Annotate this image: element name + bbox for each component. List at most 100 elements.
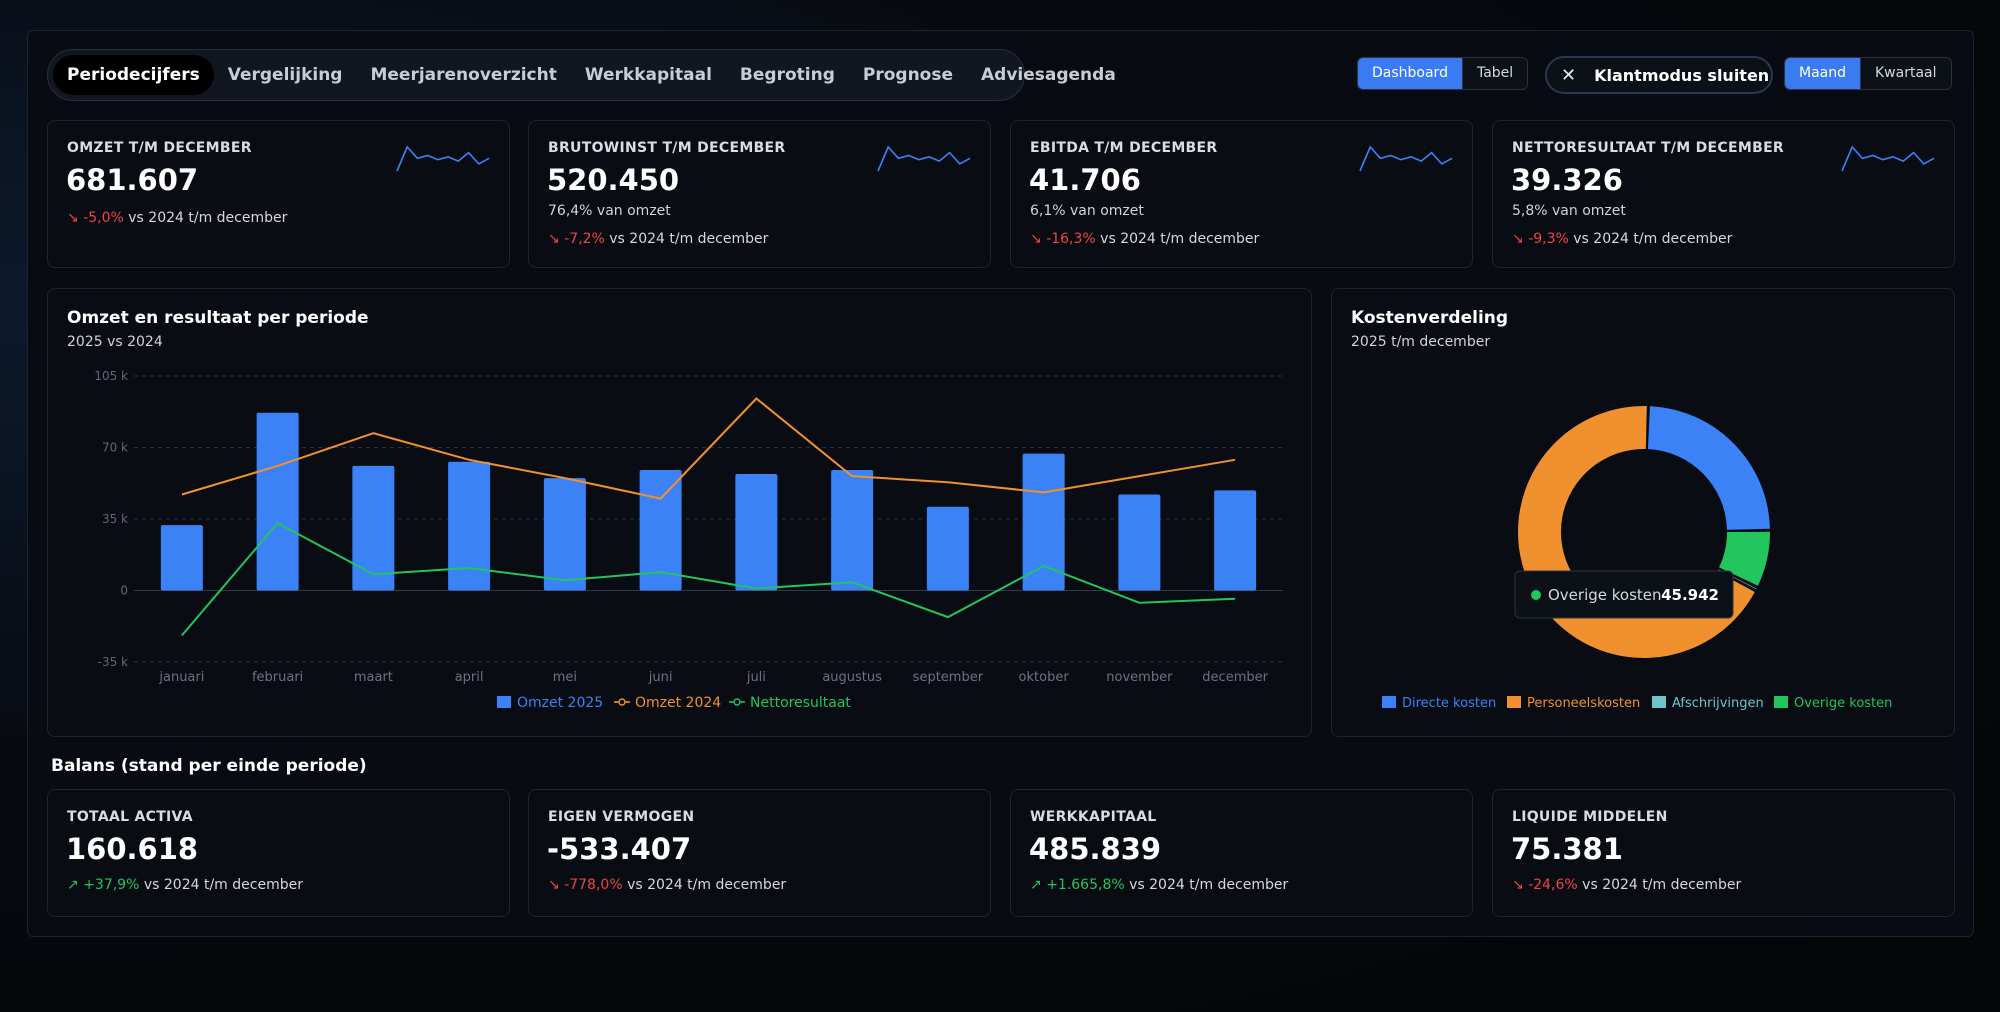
klantmodus-sluiten-button[interactable]: ✕ Klantmodus sluiten xyxy=(1545,56,1773,94)
x-tick-label: juni xyxy=(648,670,673,685)
slice-directe-kosten xyxy=(1647,406,1770,530)
kpi-title: WERKKAPITAAL xyxy=(1030,809,1157,825)
kpi-change: ↘ -16,3% vs 2024 t/m december xyxy=(1030,231,1259,247)
kpi-subtext: 5,8% van omzet xyxy=(1512,203,1626,219)
kostenverdeling-panel: Kostenverdeling 2025 t/m december Overig… xyxy=(1331,288,1955,737)
tab-meerjarenoverzicht[interactable]: Meerjarenoverzicht xyxy=(370,65,557,85)
y-tick-label: 105 k xyxy=(94,369,128,383)
legend-label-nettoresultaat: Nettoresultaat xyxy=(750,695,851,711)
bar-omzet-2025 xyxy=(1118,494,1161,591)
tabel-button[interactable]: Tabel xyxy=(1461,58,1528,89)
x-tick-label: januari xyxy=(158,670,204,685)
chart-subtitle: 2025 vs 2024 xyxy=(67,334,163,350)
legend-marker-nettoresultaat xyxy=(733,698,741,706)
tooltip-value: 45.942 xyxy=(1661,586,1719,604)
kpi-title: EIGEN VERMOGEN xyxy=(548,809,695,825)
close-icon: ✕ xyxy=(1561,64,1577,86)
kpi-change: ↘ -778,0% vs 2024 t/m december xyxy=(548,877,786,893)
legend-swatch xyxy=(1507,696,1521,708)
bar-omzet-2025 xyxy=(735,474,778,591)
bar-omzet-2025 xyxy=(160,525,203,591)
chart-subtitle: 2025 t/m december xyxy=(1351,334,1491,350)
tab-werkkapitaal[interactable]: Werkkapitaal xyxy=(584,65,712,85)
kpi-change-pct: -24,6% xyxy=(1528,877,1578,893)
kpi-title: NETTORESULTAAT T/M DECEMBER xyxy=(1512,140,1785,156)
kpi-value: 39.326 xyxy=(1511,163,1623,197)
kpi-change-pct: -16,3% xyxy=(1046,231,1096,247)
balans-card-totaal-activa: TOTAAL ACTIVA 160.618 ↗ +37,9% vs 2024 t… xyxy=(47,789,510,917)
kpi-change-pct: -5,0% xyxy=(83,210,124,226)
kpi-subtext: 76,4% van omzet xyxy=(548,203,671,219)
sparkline xyxy=(877,145,971,172)
kpi-value: 75.381 xyxy=(1511,832,1623,866)
trend-down-icon: ↘ xyxy=(1030,231,1042,247)
kpi-title: OMZET T/M DECEMBER xyxy=(67,140,252,156)
kpi-change: ↘ -7,2% vs 2024 t/m december xyxy=(548,231,768,247)
x-tick-label: december xyxy=(1202,670,1268,685)
kpi-card-ebitda: EBITDA T/M DECEMBER 41.706 6,1% van omze… xyxy=(1010,120,1473,268)
sparkline xyxy=(1359,145,1453,172)
tab-adviesagenda[interactable]: Adviesagenda xyxy=(981,65,1116,85)
x-tick-label: maart xyxy=(354,670,393,685)
kwartaal-button[interactable]: Kwartaal xyxy=(1860,58,1951,89)
omzet-resultaat-panel: Omzet en resultaat per periode 2025 vs 2… xyxy=(47,288,1312,737)
kpi-change-pct: -778,0% xyxy=(564,877,623,893)
kpi-value: 520.450 xyxy=(547,163,680,197)
bar-omzet-2025 xyxy=(256,412,299,591)
x-tick-label: mei xyxy=(553,670,577,685)
balans-card-liquide-middelen: LIQUIDE MIDDELEN 75.381 ↘ -24,6% vs 2024… xyxy=(1492,789,1955,917)
legend-label: Afschrijvingen xyxy=(1672,696,1764,711)
tooltip-dot xyxy=(1531,590,1541,600)
tab-begroting[interactable]: Begroting xyxy=(739,65,835,85)
kpi-compare: vs 2024 t/m december xyxy=(143,877,303,893)
y-tick-label: 0 xyxy=(120,584,128,598)
kpi-compare: vs 2024 t/m december xyxy=(609,231,769,247)
trend-up-icon: ↗ xyxy=(1030,877,1042,893)
legend-label: Personeelskosten xyxy=(1527,696,1640,711)
chart-title: Kostenverdeling xyxy=(1351,308,1509,328)
tooltip-box xyxy=(1514,570,1734,619)
tab-vergelijking[interactable]: Vergelijking xyxy=(227,65,343,85)
kpi-change: ↗ +37,9% vs 2024 t/m december xyxy=(67,877,303,893)
balans-card-eigen-vermogen: EIGEN VERMOGEN -533.407 ↘ -778,0% vs 202… xyxy=(528,789,991,917)
line-omzet-2024 xyxy=(181,397,1236,500)
kpi-compare: vs 2024 t/m december xyxy=(128,210,288,226)
kpi-change: ↘ -24,6% vs 2024 t/m december xyxy=(1512,877,1741,893)
donut-tooltip: Overige kosten 45.942 xyxy=(1514,570,1734,619)
sparkline-path xyxy=(1841,145,1935,172)
bar-omzet-2025 xyxy=(926,506,969,591)
legend-label-omzet-2025: Omzet 2025 xyxy=(517,695,603,711)
sparkline xyxy=(1841,145,1935,172)
y-tick-label: 35 k xyxy=(102,512,128,526)
balans-title: Balans (stand per einde periode) xyxy=(51,756,367,776)
x-tick-label: juli xyxy=(746,670,766,685)
tab-prognose[interactable]: Prognose xyxy=(862,65,953,85)
sparkline xyxy=(396,145,490,172)
kpi-value: 41.706 xyxy=(1029,163,1141,197)
bar-omzet-2025 xyxy=(1214,490,1257,591)
trend-down-icon: ↘ xyxy=(548,231,560,247)
kpi-change: ↘ -5,0% vs 2024 t/m december xyxy=(67,210,287,226)
kpi-value: 681.607 xyxy=(66,163,199,197)
maand-button[interactable]: Maand xyxy=(1785,58,1860,89)
kpi-change-pct: +1.665,8% xyxy=(1046,877,1125,893)
sparkline-path xyxy=(877,145,971,172)
kpi-compare: vs 2024 t/m december xyxy=(1129,877,1289,893)
legend-swatch xyxy=(1774,696,1788,708)
x-tick-label: augustus xyxy=(822,670,882,685)
trend-down-icon: ↘ xyxy=(548,877,560,893)
bar-omzet-2025 xyxy=(639,469,682,591)
kpi-title: BRUTOWINST T/M DECEMBER xyxy=(548,140,786,156)
tab-periodecijfers[interactable]: Periodecijfers xyxy=(53,55,214,95)
trend-down-icon: ↘ xyxy=(1512,877,1524,893)
kpi-card-nettoresultaat: NETTORESULTAAT T/M DECEMBER 39.326 5,8% … xyxy=(1492,120,1955,268)
kpi-change: ↘ -9,3% vs 2024 t/m december xyxy=(1512,231,1732,247)
dashboard-button[interactable]: Dashboard xyxy=(1358,58,1462,89)
kpi-title: TOTAAL ACTIVA xyxy=(67,809,193,825)
x-tick-label: september xyxy=(913,670,984,685)
kpi-compare: vs 2024 t/m december xyxy=(1573,231,1733,247)
x-tick-label: november xyxy=(1106,670,1173,685)
view-toggle: Dashboard Tabel xyxy=(1357,57,1529,90)
kpi-title: EBITDA T/M DECEMBER xyxy=(1030,140,1218,156)
kpi-compare: vs 2024 t/m december xyxy=(1582,877,1742,893)
